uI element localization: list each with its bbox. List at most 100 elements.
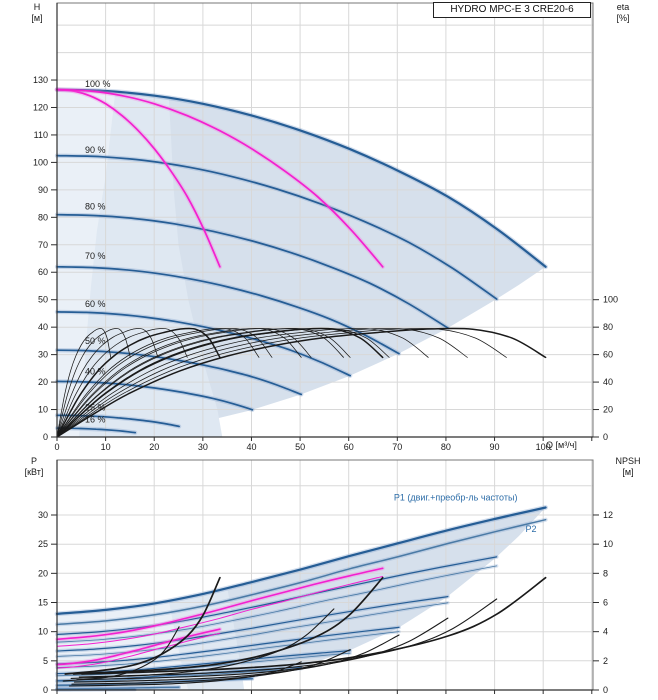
p2-curve-n3-s0.7	[56, 631, 400, 668]
eta-curve-n1-s0.8	[56, 328, 188, 438]
tick-label: 20	[603, 405, 613, 415]
speed-curve-n3-s0.5	[56, 349, 303, 396]
pump-count-max-curve-n1-s1	[56, 88, 221, 268]
p-axis-unit: [кВт]	[24, 467, 44, 477]
tick-label: 15	[38, 598, 48, 608]
tick-label: 10	[603, 539, 613, 549]
tick-label: 90	[490, 442, 500, 452]
npsh-curve-n3-s0.7	[73, 634, 400, 683]
eta-curve-n3-s0.76	[56, 328, 429, 438]
eta-axis-title: eta [%]	[609, 2, 637, 24]
p-axis-symbol: P	[30, 456, 37, 466]
npsh-curve-n3-s1	[80, 576, 547, 675]
npsh-curve-n3-s0.8	[76, 617, 449, 681]
curve-label: 60 %	[85, 299, 106, 309]
curve-label: 50 %	[85, 336, 106, 346]
tick-label: 0	[43, 432, 48, 442]
tick-label: 70	[38, 240, 48, 250]
tick-label: 110	[34, 130, 48, 140]
curve-label: 80 %	[85, 201, 106, 211]
eta-curve-n3-s0.52	[56, 328, 312, 438]
tick-label: 120	[33, 102, 48, 112]
p2-curve-n3-s0.8	[56, 602, 449, 657]
p1-curve-n3-s0.8	[56, 596, 449, 652]
tick-label: 60	[344, 442, 354, 452]
eta-curve-n3-s0.6	[56, 328, 351, 438]
p2-curve-n3-s0.9	[56, 565, 498, 643]
eta-axis-unit: [%]	[616, 13, 630, 23]
eta-curve-n2-s0.5	[56, 328, 221, 438]
npsh-curve-n2-s1	[72, 576, 384, 675]
eta-curve-n2-s1	[56, 327, 384, 438]
eta-axis-symbol: eta	[616, 2, 630, 12]
tick-label: 2	[603, 656, 608, 666]
npsh-curve-n1-s1	[64, 576, 221, 675]
npsh-curve-n3-s0.5	[68, 661, 302, 687]
speed-curve-n3-s0.6	[56, 311, 352, 377]
speed-curve-n3-s0.9	[56, 154, 498, 300]
pump-count-max-curve-n2-s1	[56, 88, 384, 268]
curve-label: 25 %	[85, 402, 106, 412]
tick-label: 20	[149, 442, 159, 452]
tick-label: 30	[38, 350, 48, 360]
eta-curve-n2-s0.75	[56, 328, 302, 438]
tick-label: 10	[38, 405, 48, 415]
tick-label: 6	[603, 597, 608, 607]
eta-curve-n1-s0.45	[56, 328, 131, 438]
p1-curve-n3-s0.9	[56, 556, 498, 636]
tick-label: 5	[43, 656, 48, 666]
tick-label: 30	[38, 510, 48, 520]
tick-label: 4	[603, 627, 608, 637]
curve-label: P1 (двиг.+преобр-ль частоты)	[394, 493, 518, 503]
tick-label: 10	[101, 442, 111, 452]
tick-label: 0	[54, 442, 59, 452]
tick-label: 60	[603, 350, 613, 360]
tick-label: 70	[392, 442, 402, 452]
npsh-curve-n3-s0.6	[71, 649, 351, 685]
p2-curve-n3-s0.6	[56, 652, 351, 677]
tick-label: 50	[295, 442, 305, 452]
tick-label: 40	[603, 377, 613, 387]
curve-label: 16 %	[85, 415, 106, 425]
p-axis-title: P [кВт]	[16, 456, 52, 478]
tick-label: 12	[603, 510, 613, 520]
eta-curve-n3-s0.68	[56, 328, 390, 438]
tick-label: 30	[198, 442, 208, 452]
tick-label: 130	[33, 75, 48, 85]
tick-label: 100	[603, 295, 618, 305]
tick-label: 0	[603, 685, 608, 695]
p1-curve-n3-s0.7	[56, 626, 400, 665]
p1-pump-count-curve-n2-s1	[56, 567, 384, 641]
eta-curve-n2-s0.62	[56, 328, 260, 438]
tick-label: 0	[43, 685, 48, 695]
npsh-axis-symbol: NPSH	[615, 456, 641, 466]
tick-label: 40	[246, 442, 256, 452]
curve-label: 70 %	[85, 251, 106, 261]
tick-label: 60	[38, 267, 48, 277]
eta-curve-n3-s1	[56, 327, 547, 438]
curve-label: 40 %	[85, 367, 106, 377]
speed-curve-n3-s0.7	[56, 265, 400, 355]
tick-label: 20	[38, 568, 48, 578]
h-axis-symbol: H	[33, 2, 41, 12]
speed-curve-n3-s0.8	[56, 213, 449, 329]
tick-label: 90	[38, 185, 48, 195]
tick-label: 100	[536, 442, 551, 452]
npsh-axis-unit: [м]	[622, 467, 634, 477]
curve-label: 100 %	[85, 79, 111, 89]
p2-curve-n3-s1	[56, 518, 547, 626]
eta-curve-n1-s0.33	[56, 328, 112, 438]
speed-curve-n3-s0.4	[56, 380, 254, 411]
speed-curve-n3-s1	[55, 88, 547, 268]
tick-label: 80	[603, 322, 613, 332]
p2-curve-n3-s0.25	[56, 686, 180, 690]
pump-model-title-box: HYDRO MPC-E 3 CRE20-6	[433, 2, 591, 18]
curve-label: P2	[526, 524, 537, 534]
h-axis-unit: [м]	[31, 13, 43, 23]
eta-curve-n3-s0.84	[56, 328, 468, 438]
npsh-curve-n2-s0.85	[70, 608, 335, 679]
tick-label: 80	[441, 442, 451, 452]
tick-label: 80	[38, 212, 48, 222]
